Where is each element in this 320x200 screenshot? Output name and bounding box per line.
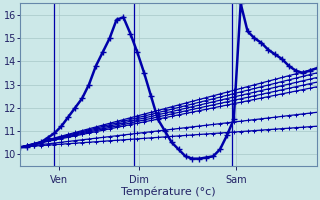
X-axis label: Température (°c): Température (°c) [121,186,216,197]
